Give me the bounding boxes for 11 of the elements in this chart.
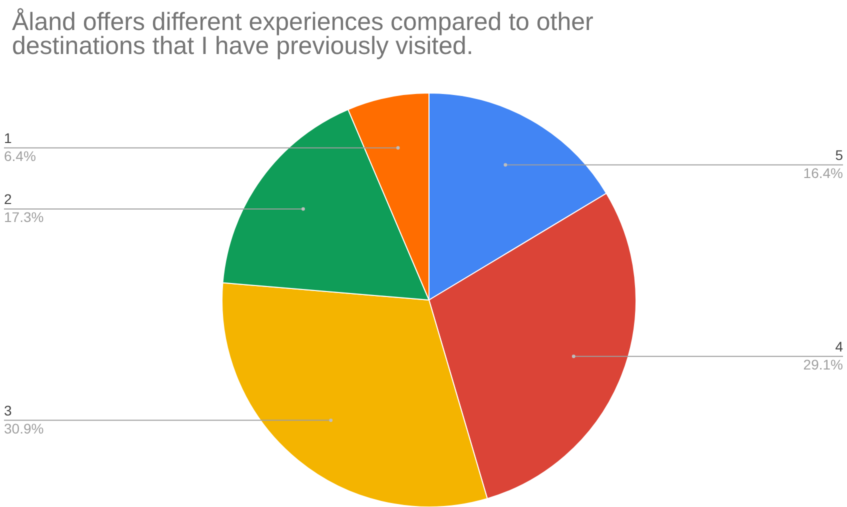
data-label: 29.1% bbox=[803, 356, 843, 372]
data-label: 17.3% bbox=[4, 209, 44, 226]
slice-label: 1 bbox=[4, 130, 12, 146]
slice-label: 3 bbox=[4, 402, 12, 418]
slice-label: 4 bbox=[835, 338, 844, 354]
data-label: 16.4% bbox=[803, 164, 843, 181]
data-label: 30.9% bbox=[4, 420, 44, 436]
data-label: 6.4% bbox=[4, 148, 36, 164]
slice-label: 5 bbox=[835, 146, 844, 163]
slice-label: 2 bbox=[4, 191, 12, 208]
chart-title: Åland offers different experiences compared to other destinations that I have previously visited. bbox=[12, 8, 594, 60]
